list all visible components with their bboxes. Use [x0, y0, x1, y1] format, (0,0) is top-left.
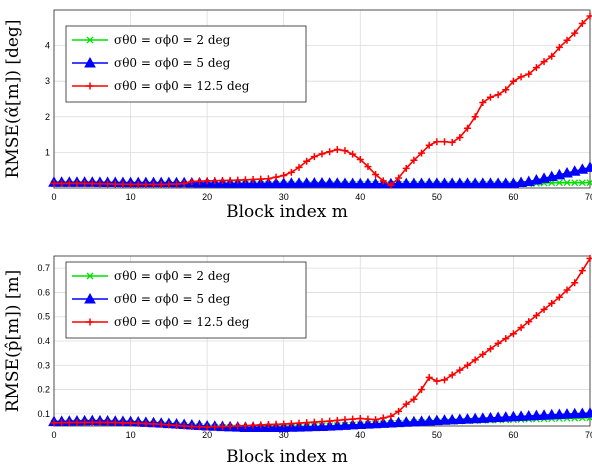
y-tick-label: 0.6: [37, 287, 50, 297]
x-tick-label: 60: [508, 192, 518, 202]
y-tick-label: 0.5: [37, 312, 50, 322]
x-tick-label: 50: [432, 192, 442, 202]
x-tick-label: 70: [585, 430, 592, 440]
legend: σθ0 = σϕ0 = 2 deg σθ0 = σϕ0 = 5 deg σθ0 = …: [66, 262, 306, 338]
x-tick-label: 20: [202, 192, 212, 202]
x-tick-label: 60: [508, 430, 518, 440]
legend: σθ0 = σϕ0 = 2 deg σθ0 = σϕ0 = 5 deg σθ0 = …: [66, 26, 306, 102]
y-axis-label: RMSE(p̂[m]) [m]: [3, 270, 23, 413]
y-tick-label: 0.4: [37, 336, 50, 346]
chart-panel-alpha: 0 10 20 30 40 50 60 70 1 2 3 4 Block index m RMSE(α̂[…: [3, 10, 592, 222]
legend-entry: σθ0 = σϕ0 = 5 deg: [114, 292, 231, 306]
legend-entry: σθ0 = σϕ0 = 5 deg: [114, 56, 231, 70]
x-tick-label: 0: [51, 192, 56, 202]
y-tick-label: 1: [45, 147, 50, 157]
x-axis-label: Block index m: [226, 202, 348, 222]
y-tick-label: 4: [45, 41, 50, 51]
x-tick-label: 30: [279, 192, 289, 202]
y-tick-label: 0.2: [37, 385, 50, 395]
x-tick-label: 0: [51, 430, 56, 440]
x-axis-label: Block index m: [226, 447, 348, 467]
legend-entry: σθ0 = σϕ0 = 2 deg: [114, 33, 231, 47]
y-tick-label: 0.3: [37, 360, 50, 370]
x-tick-label: 70: [585, 192, 592, 202]
x-tick-label: 40: [355, 430, 365, 440]
y-axis-label: RMSE(α̂[m]) [deg]: [3, 20, 23, 179]
legend-entry: σθ0 = σϕ0 = 12.5 deg: [114, 315, 250, 329]
y-tick-label: 0.1: [37, 409, 50, 419]
x-tick-label: 40: [355, 192, 365, 202]
chart-panel-position: 0102030405060700.10.20.30.40.50.60.7Bloc…: [3, 255, 592, 467]
x-tick-label: 20: [202, 430, 212, 440]
x-tick-label: 50: [432, 430, 442, 440]
y-tick-label: 3: [45, 76, 50, 86]
y-tick-label: 0.7: [37, 263, 50, 273]
x-tick-label: 10: [126, 430, 136, 440]
legend-entry: σθ0 = σϕ0 = 2 deg: [114, 269, 231, 283]
legend-entry: σθ0 = σϕ0 = 12.5 deg: [114, 79, 250, 93]
x-tick-label: 10: [126, 192, 136, 202]
y-tick-label: 2: [45, 112, 50, 122]
